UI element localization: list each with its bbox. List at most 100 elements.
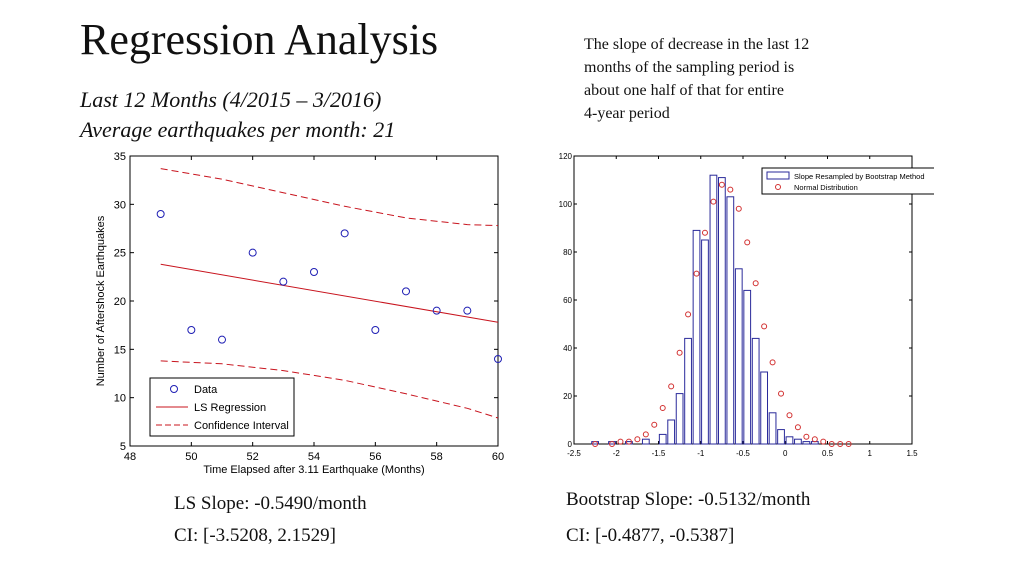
data-point — [310, 268, 318, 276]
y-tick-label: 100 — [559, 200, 573, 209]
x-tick-label: 48 — [124, 451, 136, 463]
normal-point — [676, 349, 683, 356]
histogram-bar — [802, 441, 811, 445]
y-tick-label: 35 — [114, 151, 126, 163]
normal-point — [752, 280, 759, 287]
regression-line — [160, 263, 499, 323]
y-tick-label: 40 — [563, 344, 572, 353]
x-tick-label: 0.5 — [822, 449, 834, 458]
data-point — [432, 306, 441, 315]
histogram-bar — [692, 229, 701, 445]
legend-label-bootstrap: Slope Resampled by Bootstrap Method — [794, 172, 925, 181]
legend-box — [761, 167, 934, 195]
y-tick-label: 30 — [114, 199, 126, 211]
y-tick-label: 80 — [563, 248, 572, 257]
x-tick-label: 54 — [308, 451, 320, 463]
normal-point — [769, 359, 776, 366]
normal-point — [617, 438, 624, 445]
histogram-bar — [777, 429, 785, 445]
normal-point — [786, 412, 793, 419]
data-point — [218, 335, 226, 344]
legend-label-ci: Confidence Interval — [194, 420, 289, 432]
histogram-bar — [709, 174, 718, 445]
normal-point — [744, 239, 751, 246]
slide-title: Regression Analysis — [80, 15, 439, 64]
ci-upper-line — [160, 168, 499, 227]
data-point — [494, 355, 502, 363]
histogram-bar — [743, 289, 752, 445]
x-tick-label: 58 — [431, 451, 443, 463]
note-line: months of the sampling period is — [584, 59, 795, 76]
histogram-bar — [684, 337, 692, 445]
histogram-bar — [734, 268, 743, 445]
normal-point — [778, 390, 785, 397]
data-point — [279, 277, 288, 286]
normal-point — [803, 433, 810, 440]
normal-point — [828, 441, 835, 447]
bootstrap-histogram: -2.5 -2 -1.5 -1 -0.5 0 0.5 1 1.5 0 20 40 60 80 100 120 S… — [559, 152, 934, 458]
histogram-bar — [760, 371, 769, 445]
histogram-bar — [675, 393, 684, 445]
plot-area — [573, 155, 913, 445]
y-tick-label: 20 — [563, 392, 572, 401]
ci-lower-line — [160, 360, 499, 419]
histogram-bar — [701, 239, 709, 445]
data-point — [187, 326, 196, 334]
normal-point — [701, 229, 708, 236]
y-axis-label: Number of Aftershock Earthquakes — [95, 215, 107, 386]
normal-point — [811, 436, 818, 443]
data-point — [402, 287, 410, 296]
subtitle-average: Average earthquakes per month: 21 — [80, 117, 396, 142]
y-tick-label: 20 — [114, 296, 126, 308]
data-point — [156, 210, 165, 218]
x-tick-label: 1 — [868, 449, 873, 458]
normal-point — [609, 441, 616, 447]
bootstrap-slope-text: Bootstrap Slope: -0.5132/month — [566, 489, 811, 510]
y-tick-label: 120 — [559, 152, 573, 161]
legend-data-marker — [170, 385, 178, 393]
data-point — [371, 326, 380, 334]
y-tick-label: 5 — [120, 441, 126, 453]
normal-point — [710, 198, 717, 205]
normal-point — [794, 424, 801, 431]
x-tick-label: 56 — [369, 451, 381, 463]
normal-point — [820, 438, 827, 445]
histogram-bar — [785, 436, 794, 445]
legend-bar-swatch — [766, 171, 790, 180]
y-tick-label: 15 — [114, 344, 126, 356]
legend-normal-marker — [775, 184, 781, 190]
x-tick-label: 60 — [492, 451, 504, 463]
y-tick-label: 0 — [568, 440, 573, 449]
note-line: The slope of decrease in the last 12 — [584, 36, 810, 53]
normal-point — [659, 405, 666, 411]
normal-point — [761, 323, 768, 330]
x-axis-label: Time Elapsed after 3.11 Earthquake (Mont… — [203, 464, 424, 476]
y-tick-label: 25 — [114, 248, 126, 260]
note-line: about one half of that for entire — [584, 82, 784, 99]
note-line: 4-year period — [584, 105, 670, 122]
regression-chart: 48 50 52 54 56 58 60 5 10 15 20 25 30 35 Time Elapsed … — [95, 151, 504, 476]
legend-label-regression: LS Regression — [194, 402, 266, 414]
normal-point — [685, 311, 692, 318]
x-tick-label: -2.5 — [567, 449, 581, 458]
x-tick-label: -1.5 — [652, 449, 666, 458]
histogram-bar — [794, 438, 802, 445]
histogram-bar — [658, 433, 667, 445]
y-tick-label: 10 — [114, 393, 126, 405]
normal-point — [592, 441, 599, 447]
data-point — [340, 229, 349, 238]
data-point — [248, 248, 257, 257]
normal-point — [845, 441, 852, 447]
normal-point — [718, 181, 725, 188]
normal-point — [642, 431, 649, 438]
x-tick-label: -2 — [613, 449, 621, 458]
normal-point — [735, 205, 742, 212]
x-tick-label: 0 — [783, 449, 788, 458]
histogram-bar — [667, 419, 676, 445]
x-tick-label: -0.5 — [736, 449, 750, 458]
subtitle-period: Last 12 Months (4/2015 – 3/2016) — [80, 87, 382, 112]
normal-point — [651, 421, 658, 428]
x-tick-label: 52 — [247, 451, 259, 463]
ls-ci-text: CI: [-3.5208, 2.1529] — [174, 525, 337, 546]
normal-point — [625, 438, 632, 445]
